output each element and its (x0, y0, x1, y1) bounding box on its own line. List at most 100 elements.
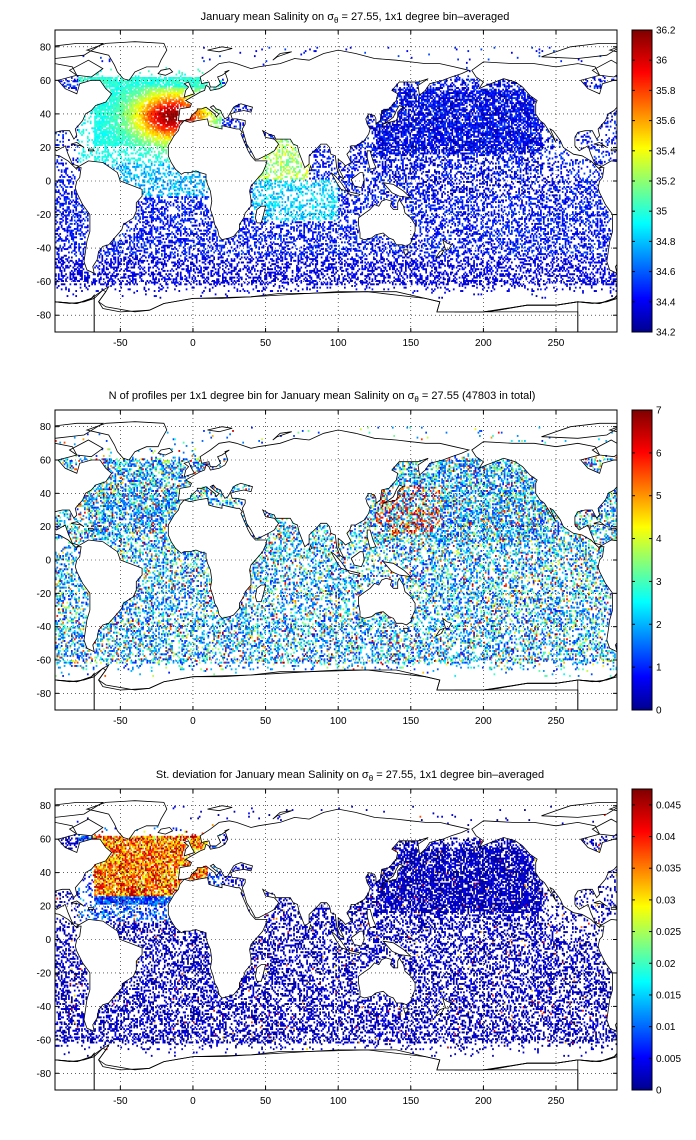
data-cell (198, 264, 201, 267)
data-cell (548, 239, 551, 242)
data-cell (269, 244, 272, 247)
data-cell (346, 273, 349, 276)
data-cell (556, 278, 558, 281)
data-cell (207, 229, 210, 232)
data-cell (609, 283, 612, 286)
data-cell (596, 253, 599, 256)
data-cell (368, 253, 371, 256)
data-cell (322, 229, 324, 232)
data-cell (317, 239, 320, 242)
data-cell (110, 263, 112, 266)
data-cell (516, 246, 519, 249)
data-cell (519, 268, 522, 271)
data-cell (85, 276, 88, 279)
data-cell (342, 229, 345, 232)
data-cell (444, 236, 446, 239)
data-cell (419, 264, 422, 267)
data-cell (422, 268, 425, 271)
data-cell (375, 251, 378, 254)
data-cell (339, 227, 342, 230)
data-cell (587, 227, 590, 230)
data-cell (412, 273, 414, 276)
data-cell (532, 259, 535, 262)
data-cell (107, 249, 109, 252)
data-cell (261, 283, 263, 286)
data-cell (454, 279, 457, 282)
data-cell (133, 273, 136, 276)
data-cell (65, 278, 67, 281)
data-cell (544, 243, 547, 246)
data-cell (477, 233, 480, 235)
data-cell (516, 227, 519, 230)
data-cell (560, 279, 563, 282)
data-cell (465, 283, 468, 286)
data-cell (441, 259, 443, 262)
data-cell (473, 264, 475, 267)
data-cell (185, 231, 188, 234)
data-cell (489, 233, 491, 235)
data-cell (309, 283, 311, 286)
data-cell (447, 278, 449, 281)
data-cell (57, 274, 60, 277)
data-cell (547, 246, 549, 249)
data-cell (593, 258, 596, 261)
data-cell (264, 283, 266, 286)
data-cell (447, 231, 449, 234)
data-cell (448, 238, 451, 240)
data-cell (431, 281, 433, 284)
data-cell (269, 258, 272, 261)
data-cell (309, 288, 311, 291)
data-cell (118, 246, 121, 249)
data-cell (361, 261, 364, 264)
data-cell (100, 278, 102, 281)
data-cell (326, 258, 329, 261)
data-cell (519, 243, 522, 246)
data-cell (118, 254, 121, 257)
data-cell (329, 244, 332, 247)
data-cell (434, 254, 436, 257)
data-cell (438, 264, 441, 267)
data-cell (178, 258, 181, 261)
data-cell (126, 269, 128, 272)
data-cell (68, 226, 70, 229)
data-cell (503, 281, 506, 284)
data-cell (352, 231, 355, 234)
data-cell (515, 244, 518, 247)
data-cell (282, 251, 285, 254)
data-cell (577, 268, 580, 271)
data-cell (179, 226, 182, 229)
data-cell (580, 279, 583, 282)
data-cell (545, 241, 548, 244)
data-cell (365, 263, 368, 266)
data-cell (110, 285, 112, 287)
data-cell (248, 249, 250, 252)
data-cell (269, 290, 272, 292)
data-cell (426, 278, 429, 281)
data-cell (184, 274, 186, 277)
data-cell (171, 248, 173, 251)
data-cell (182, 249, 185, 252)
data-cell (460, 231, 462, 234)
data-cell (329, 236, 332, 239)
data-cell (470, 229, 473, 232)
data-cell (529, 234, 532, 237)
data-cell (312, 279, 314, 282)
data-cell (496, 269, 499, 272)
data-cell (458, 254, 461, 257)
data-cell (490, 268, 493, 271)
data-cell (426, 263, 429, 266)
data-cell (534, 258, 536, 261)
data-cell (330, 258, 333, 261)
data-cell (410, 246, 413, 249)
data-cell (346, 234, 349, 237)
data-cell (143, 231, 146, 234)
data-cell (371, 261, 374, 264)
data-cell (518, 246, 520, 249)
data-cell (156, 266, 159, 269)
data-cell (72, 229, 75, 232)
data-cell (136, 243, 139, 246)
data-cell (409, 274, 412, 277)
data-cell (457, 227, 459, 230)
data-cell (531, 278, 534, 281)
data-cell (281, 248, 284, 251)
